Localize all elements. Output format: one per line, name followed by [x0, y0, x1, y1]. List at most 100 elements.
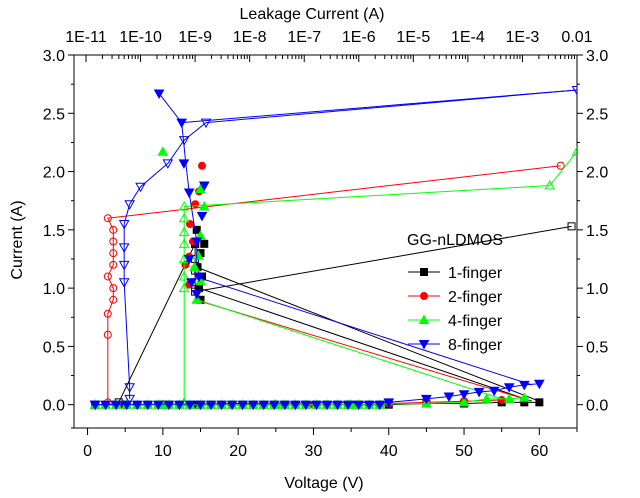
leakage-point [178, 270, 190, 281]
iv-point [193, 272, 205, 282]
y-tick-label-right: 2.0 [586, 165, 608, 182]
leakage-point [109, 260, 118, 269]
legend-label: 8-finger [448, 337, 503, 354]
leakage-point [103, 214, 112, 223]
iv-point [192, 249, 204, 260]
y-tick-label: 0.0 [43, 398, 65, 415]
y-tick-label-right: 0.5 [586, 339, 608, 356]
series-8-finger [89, 85, 577, 411]
leakage-point [103, 330, 112, 339]
x-tick-label: 60 [530, 443, 548, 460]
leakage-point [109, 225, 118, 234]
top-tick-label: 1E-7 [287, 29, 321, 46]
iv-point [184, 400, 196, 411]
iv-point [200, 239, 209, 248]
leakage-point [178, 238, 190, 248]
y-tick-label-right: 0.0 [586, 398, 608, 415]
y-tick-label-right: 3.0 [586, 48, 608, 65]
iv-point [363, 400, 375, 411]
iv-point [110, 400, 122, 411]
top-tick-label: 1E-5 [396, 29, 430, 46]
legend-marker [420, 292, 428, 300]
leakage-point [124, 383, 135, 393]
axes: 0 10 20 30 40 50 60 0.0 0.0 0.5 0.5 1.0 1.0 1.5 1.5 2.0… [43, 29, 609, 460]
iv-point [142, 400, 154, 411]
legend-label: 1-finger [448, 265, 503, 282]
iv-point [195, 400, 206, 411]
leakage-point [124, 394, 135, 405]
leakage-point [118, 260, 130, 271]
iv-tail-line [196, 266, 540, 402]
leakage-point [118, 243, 130, 253]
leakage-point [118, 220, 130, 230]
iv-point [174, 400, 185, 411]
legend-label: 2-finger [448, 289, 503, 306]
legend-title: GG-nLDMOS [407, 232, 503, 249]
y-tick-label: 3.0 [43, 48, 65, 65]
leakage-point [124, 200, 135, 210]
legend: GG-nLDMOS 1-finger 2-finger 4-finger 8-finge… [407, 232, 503, 354]
y-tick-label-right: 2.5 [586, 106, 608, 123]
iv-point [374, 400, 386, 411]
legend-marker [418, 314, 430, 324]
y-tick-label: 2.0 [43, 165, 65, 182]
x-tick-label: 30 [305, 443, 323, 460]
leakage-point [109, 249, 118, 258]
x-tick-label: 40 [380, 443, 398, 460]
x-axis-label: Voltage (V) [284, 475, 363, 492]
x-tick-label: 0 [83, 443, 92, 460]
iv-point [192, 225, 201, 234]
leakage-point [118, 278, 130, 288]
leakage-point [103, 309, 112, 318]
y-tick-label-right: 1.0 [586, 281, 608, 298]
top-tick-label: 1E-6 [342, 29, 376, 46]
leakage-point [200, 118, 212, 129]
leakage-top-line-8-finger [181, 89, 577, 124]
iv-point [183, 254, 195, 265]
plot-area [89, 85, 577, 411]
iv-tail-line [195, 275, 532, 386]
iv-tail-line [197, 299, 502, 400]
iv-point [191, 200, 200, 209]
x-tick-label: 10 [154, 443, 172, 460]
x-tick-label: 20 [229, 443, 247, 460]
top-tick-label: 1E-4 [451, 29, 485, 46]
iv-point [198, 181, 210, 192]
iv-point [157, 146, 169, 156]
iv-tail-line [198, 287, 532, 402]
series-1-finger [91, 222, 576, 409]
y-tick-label: 1.5 [43, 223, 65, 240]
iv-point [186, 278, 197, 288]
iv-tail-line [195, 299, 525, 400]
leakage-point [556, 161, 565, 170]
iv-point [121, 400, 133, 411]
iv-point [191, 289, 203, 300]
series-2-finger [91, 161, 565, 409]
iv-point [205, 400, 217, 411]
leakage-point [178, 212, 190, 223]
iv-point [178, 159, 190, 169]
top-tick-label: 1E-3 [506, 29, 540, 46]
leakage-point [567, 222, 576, 231]
iv-point [181, 260, 190, 269]
iv-line-8-finger [158, 93, 198, 265]
series-group [89, 85, 577, 411]
iv-point [185, 220, 194, 229]
iv-point [189, 261, 200, 272]
leakage-point [178, 136, 190, 146]
leakage-point [103, 272, 112, 281]
x-tick-label: 50 [455, 443, 473, 460]
leakage-point [178, 226, 190, 237]
iv-point [195, 183, 206, 194]
leakage-point [571, 146, 577, 156]
iv-point [196, 211, 208, 222]
leakage-point [135, 182, 146, 193]
iv-point [152, 400, 164, 411]
top-tick-label: 1E-10 [119, 29, 162, 46]
iv-point [100, 400, 111, 411]
legend-marker [420, 268, 428, 276]
series-4-finger [89, 146, 577, 409]
leakage-point [178, 282, 190, 293]
iv-point [198, 201, 210, 211]
